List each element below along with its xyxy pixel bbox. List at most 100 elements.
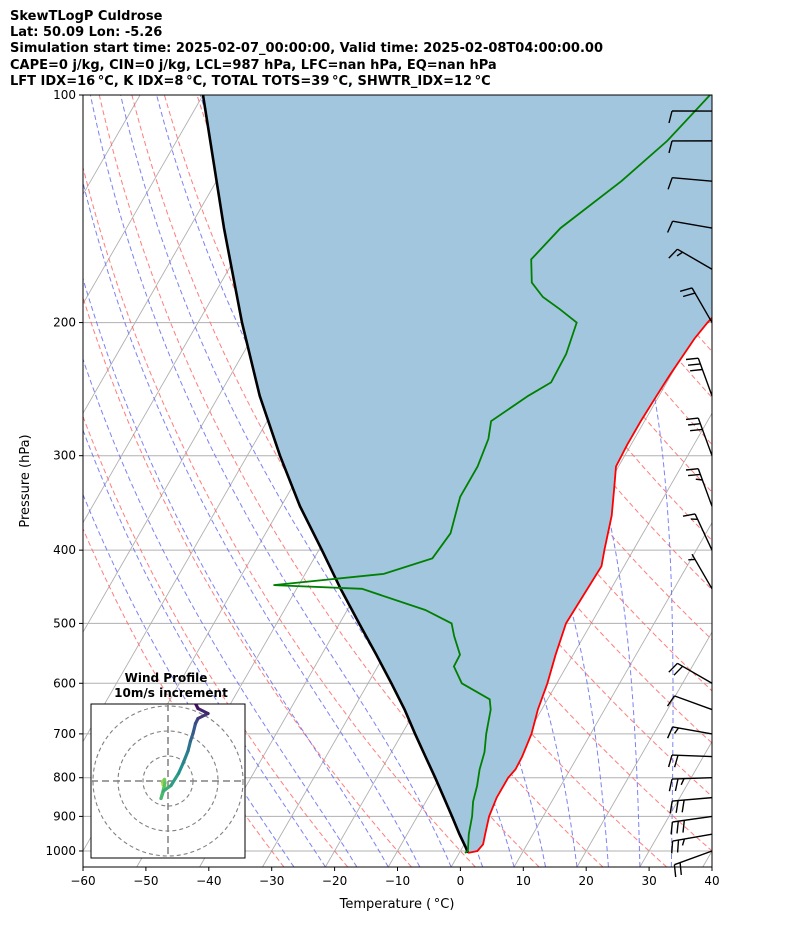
- barb-staff: [691, 553, 713, 590]
- y-tick-label: 100: [53, 88, 76, 102]
- wind-barb: [668, 248, 713, 270]
- barb-feather: [676, 839, 680, 853]
- barb-feather: [682, 513, 696, 517]
- x-tick-label: −30: [259, 874, 284, 888]
- y-tick-label: 700: [53, 727, 76, 741]
- title-line-4: CAPE=0 j/kg, CIN=0 j/kg, LCL=987 hPa, LF…: [10, 58, 497, 73]
- x-tick-label: 10: [516, 874, 531, 888]
- hodograph-segment: [196, 706, 210, 716]
- hodograph-title: Wind Profile: [125, 671, 208, 685]
- wind-barb: [688, 553, 713, 590]
- isotherm--140: [0, 95, 14, 867]
- hodograph-segment: [193, 704, 198, 706]
- barb-staff: [697, 357, 713, 397]
- barb-feather: [673, 727, 680, 734]
- temperature-line: [467, 316, 712, 854]
- barb-feather: [667, 754, 673, 768]
- barb-feather: [674, 778, 679, 792]
- barb-staff: [697, 417, 713, 456]
- barb-staff: [697, 468, 713, 507]
- wind-barb: [668, 140, 713, 154]
- y-tick-label: 600: [53, 676, 76, 690]
- barb-feather: [695, 478, 703, 481]
- barb-feather: [690, 428, 703, 432]
- dewpoint-line: [273, 95, 711, 854]
- wind-barb: [670, 815, 713, 835]
- barb-feather: [685, 357, 699, 361]
- wind-barb: [667, 177, 713, 190]
- hodograph-segment: [191, 721, 198, 736]
- moist-adiabat: [83, 180, 421, 867]
- barb-staff: [672, 833, 713, 842]
- wind-barbs: [666, 110, 713, 878]
- profile-lines: [201, 95, 712, 854]
- barb-feather: [676, 251, 683, 257]
- barb-feather: [679, 862, 682, 875]
- hodograph-segment: [181, 749, 190, 766]
- hodograph-segment: [169, 771, 181, 788]
- axis-ticks: −60 −50 −40 −30 −20 −10 0 10 20 30 40 100 200 300 400 5…: [45, 88, 719, 888]
- x-tick-label: −10: [385, 874, 410, 888]
- barb-staff: [674, 695, 713, 711]
- y-tick-label: 200: [53, 316, 76, 330]
- moist-adiabat: [156, 95, 515, 867]
- barb-feather: [688, 423, 701, 426]
- barb-feather: [673, 864, 677, 878]
- barb-staff: [672, 815, 713, 823]
- y-tick-label: 300: [53, 449, 76, 463]
- isotherm--130: [0, 95, 77, 867]
- cape-fill-layer: [203, 95, 712, 853]
- wind-barb: [668, 662, 713, 684]
- barb-feather: [685, 417, 699, 421]
- moist-adiabat: [83, 357, 358, 867]
- barb-feather: [671, 841, 674, 854]
- barb-staff: [677, 662, 713, 684]
- x-tick-label: 30: [641, 874, 656, 888]
- wind-barb: [685, 357, 713, 397]
- isotherm--110: [83, 95, 204, 305]
- barb-feather: [670, 821, 674, 835]
- isotherm-20: [576, 631, 712, 867]
- isotherm-10: [513, 521, 712, 867]
- barb-feather: [688, 363, 701, 366]
- barb-staff: [694, 513, 713, 551]
- wind-barb: [673, 850, 713, 878]
- barb-staff: [672, 796, 713, 802]
- barb-feather: [668, 248, 678, 259]
- title-line-3: Simulation start time: 2025-02-07_00:00:…: [10, 41, 603, 56]
- y-tick-label: 1000: [45, 844, 76, 858]
- wind-barb: [666, 220, 713, 233]
- isotherm-50: [766, 95, 794, 867]
- barb-feather: [668, 662, 678, 673]
- barb-feather: [685, 468, 699, 471]
- barb-staff: [672, 220, 713, 229]
- barb-staff: [672, 726, 713, 735]
- title-line-2: Lat: 50.09 Lon: -5.26: [10, 25, 163, 40]
- barb-feather: [666, 726, 674, 739]
- wind-barb: [666, 726, 713, 739]
- cape-cin-fill: [203, 95, 712, 853]
- title-line-1: SkewTLogP Culdrose: [10, 9, 163, 24]
- y-axis-label: Pressure (hPa): [18, 434, 33, 527]
- title-line-5: LFT IDX=16 °C, K IDX=8 °C, TOTAL TOTS=39…: [10, 74, 491, 89]
- hodograph-segment: [186, 739, 193, 753]
- wind-barb: [682, 513, 713, 551]
- hodograph-segment: [176, 761, 185, 776]
- wind-barb: [679, 287, 713, 323]
- barb-feather: [679, 287, 693, 292]
- barb-feather: [666, 220, 674, 233]
- y-tick-label: 900: [53, 809, 76, 823]
- barb-feather: [682, 820, 685, 833]
- barb-staff: [677, 248, 713, 270]
- x-tick-label: −20: [322, 874, 347, 888]
- y-tick-label: 500: [53, 616, 76, 630]
- hodograph-subtitle: 10m/s increment: [114, 686, 228, 700]
- hodograph: Wind Profile 10m/s increment: [90, 671, 246, 859]
- wind-barb: [685, 417, 713, 456]
- moist-adiabat: [83, 276, 389, 867]
- x-axis-label: Temperature ( °C): [339, 897, 455, 912]
- barb-staff: [671, 754, 713, 758]
- moist-adiabat: [83, 493, 295, 867]
- x-tick-label: 40: [704, 874, 719, 888]
